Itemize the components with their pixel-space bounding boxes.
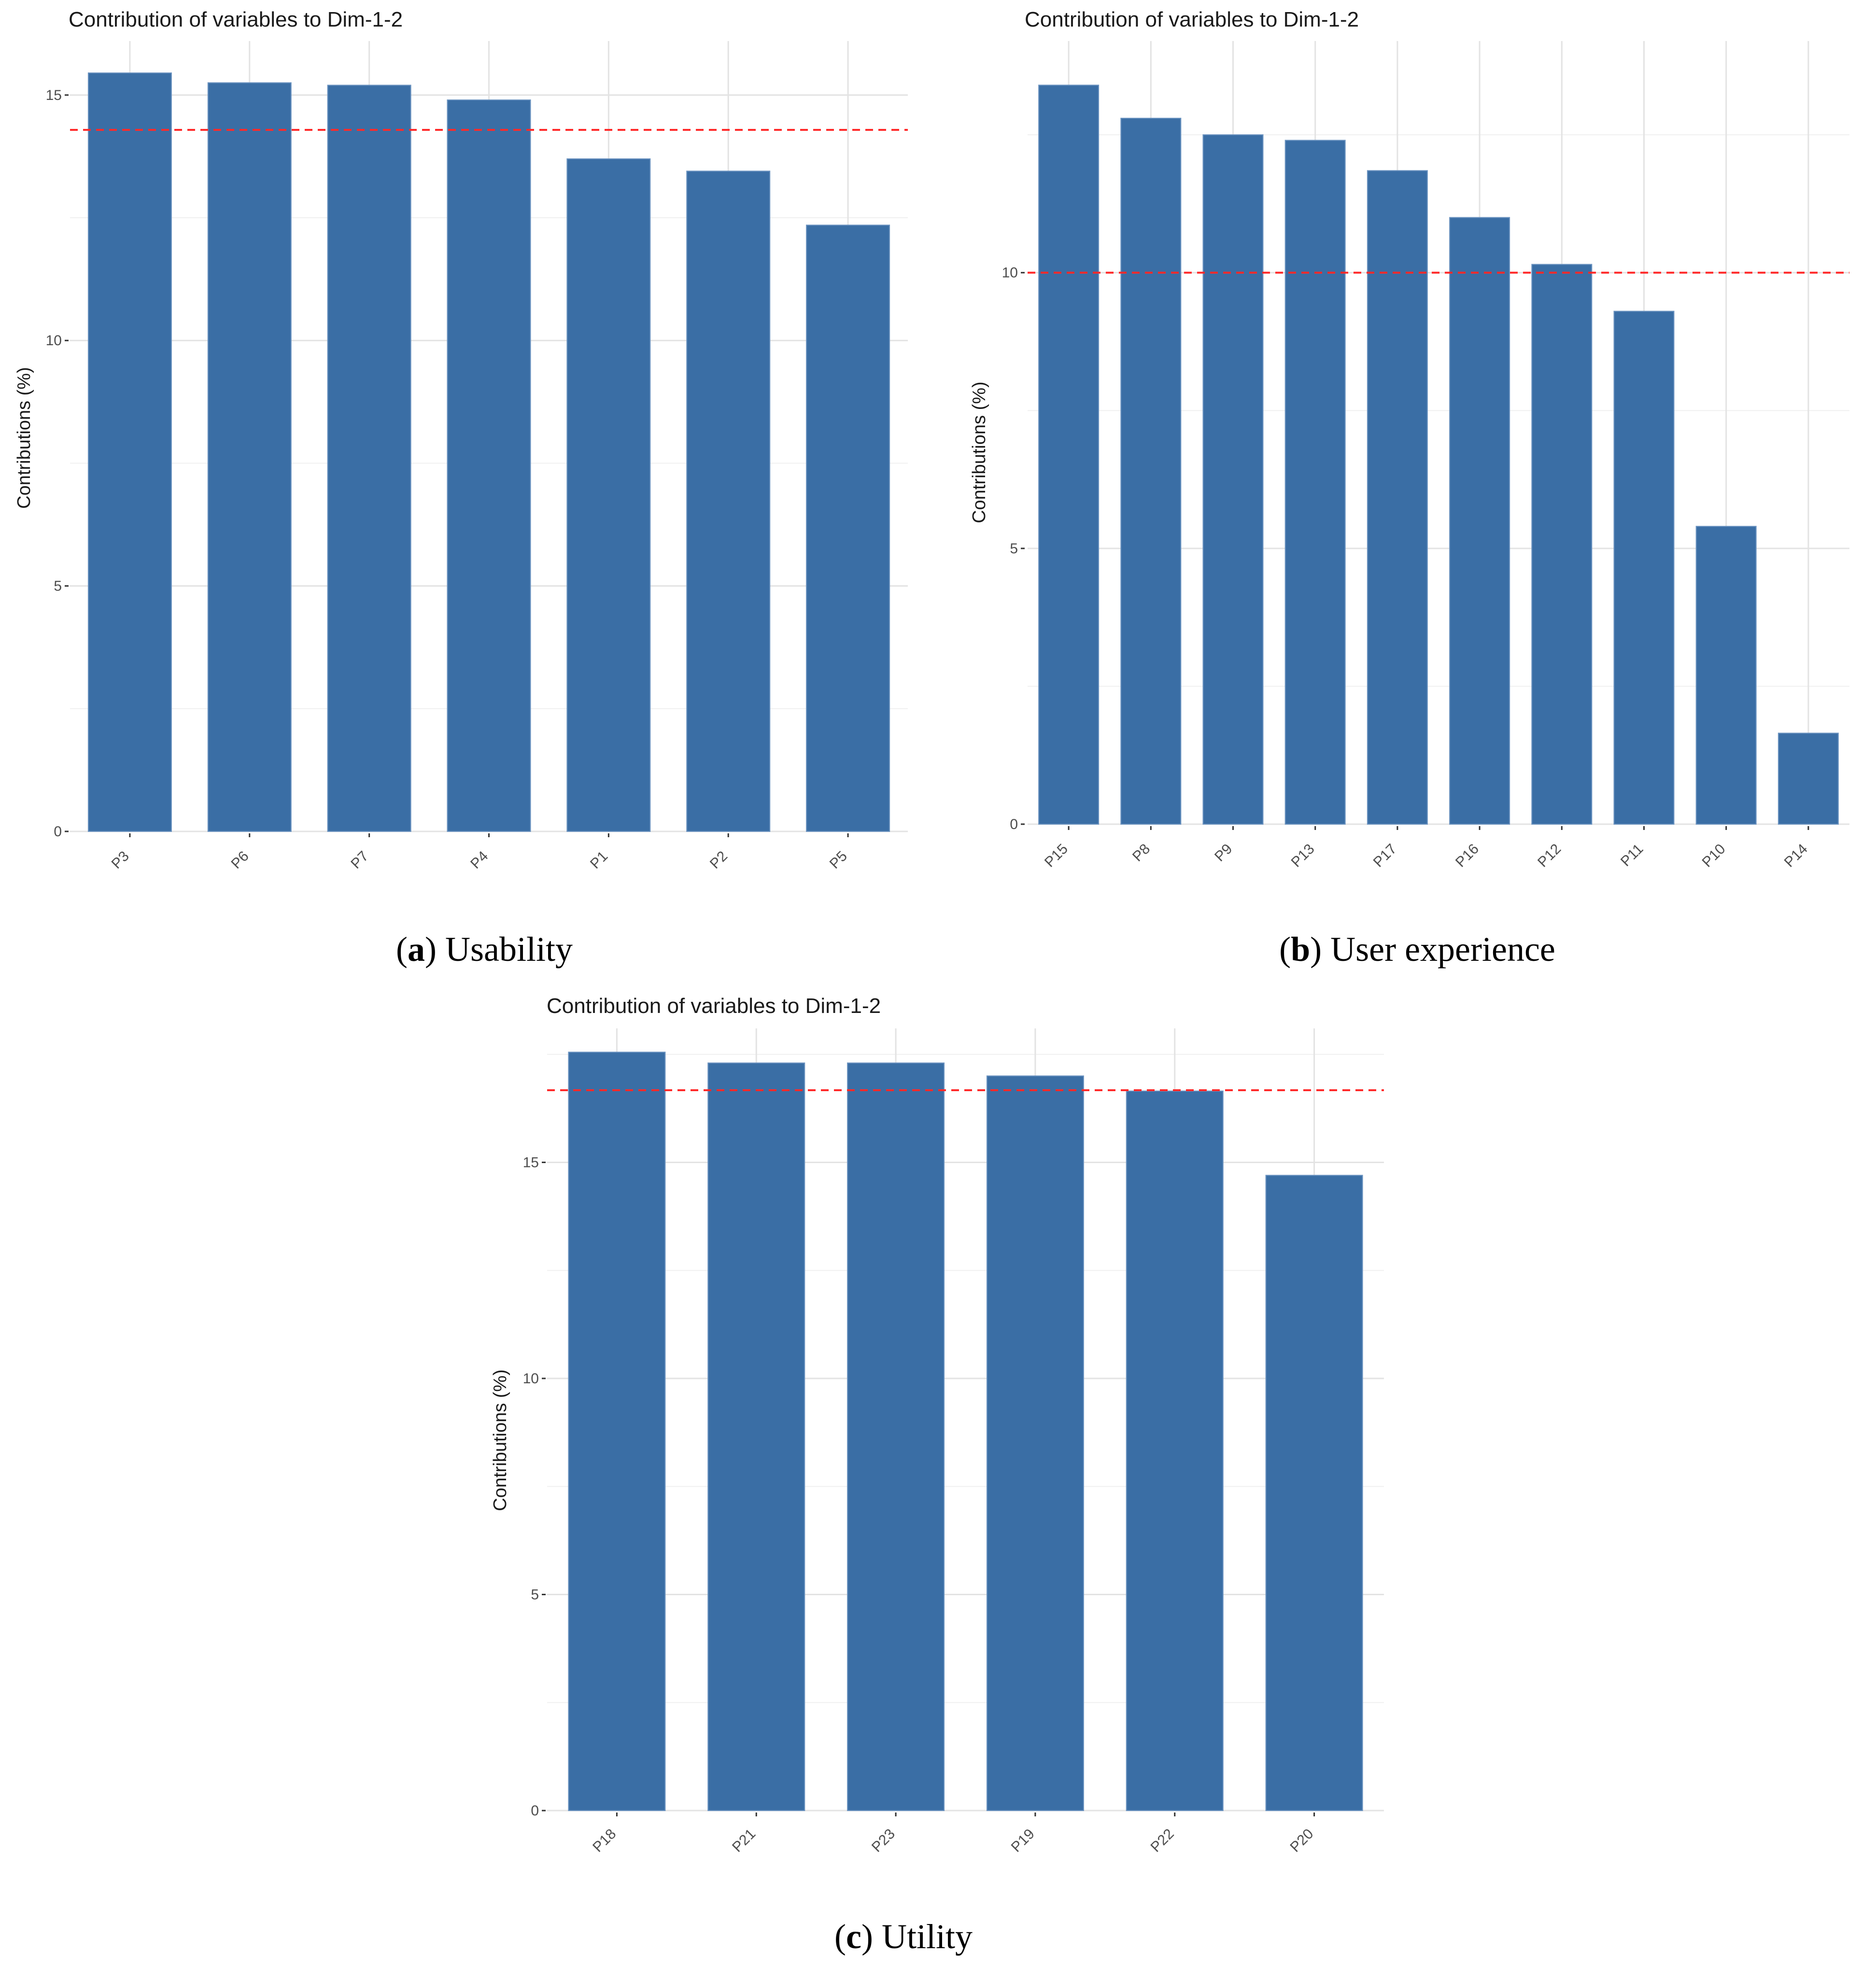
- caption-b: (b) User experience: [1279, 930, 1555, 969]
- bar-p2: [686, 170, 771, 832]
- y-tick-label: 10: [46, 333, 62, 349]
- chart-user-experience: Contribution of variables to Dim-1-2 0 5 1…: [969, 8, 1849, 969]
- y-axis-label: Contributions (%): [490, 1369, 510, 1511]
- x-tick-label: P3: [109, 848, 132, 872]
- caption-c: (c) Utility: [834, 1917, 973, 1956]
- x-tick-label: P1: [587, 848, 611, 872]
- chart-title: Contribution of variables to Dim-1-2: [1025, 8, 1359, 31]
- x-tick-label: P21: [729, 1826, 759, 1855]
- bar-p5: [806, 225, 890, 832]
- chart-title: Contribution of variables to Dim-1-2: [69, 8, 403, 31]
- y-tick-label: 15: [46, 87, 62, 103]
- x-tick-label: P17: [1370, 841, 1400, 871]
- bar-p21: [707, 1062, 805, 1812]
- x-axis: P18 P21 P23 P19 P22 P20: [590, 1812, 1317, 1855]
- y-axis: 0 5 10 15: [523, 1154, 546, 1819]
- bar-p23: [847, 1062, 945, 1812]
- bar-p13: [1284, 140, 1346, 825]
- x-tick-label: P10: [1699, 841, 1729, 871]
- y-tick-label: 0: [1010, 816, 1018, 832]
- x-tick-label: P22: [1148, 1826, 1177, 1855]
- x-tick-label: P18: [590, 1826, 619, 1855]
- y-axis: 0 5 10: [1002, 265, 1025, 832]
- bar-p4: [447, 99, 531, 832]
- x-tick-label: P4: [467, 848, 491, 872]
- bar-p9: [1202, 134, 1264, 825]
- x-tick-label: P23: [869, 1826, 898, 1855]
- x-tick-label: P8: [1129, 841, 1153, 865]
- y-tick-label: 0: [54, 824, 62, 840]
- x-tick-label: P14: [1781, 841, 1811, 871]
- bars: [1038, 84, 1839, 825]
- x-tick-label: P6: [228, 848, 252, 872]
- y-tick-label: 0: [531, 1803, 539, 1819]
- bar-p11: [1613, 310, 1675, 825]
- bar-p12: [1531, 264, 1593, 825]
- caption-letter: c: [846, 1917, 861, 1956]
- caption-text: User experience: [1330, 930, 1555, 969]
- chart-utility: Contribution of variables to Dim-1-2 0 5 1…: [490, 994, 1384, 1956]
- y-axis-label: Contributions (%): [969, 381, 989, 523]
- x-tick-label: P9: [1212, 841, 1235, 865]
- y-tick-label: 15: [523, 1154, 539, 1170]
- bar-p14: [1777, 732, 1839, 825]
- y-axis: 0 5 10 15: [46, 87, 69, 840]
- bar-p18: [568, 1052, 666, 1811]
- caption-text: Usability: [445, 930, 573, 969]
- y-tick-label: 5: [1010, 541, 1018, 557]
- bar-p10: [1695, 526, 1757, 825]
- y-axis-label: Contributions (%): [14, 367, 34, 509]
- bar-p20: [1265, 1175, 1363, 1811]
- bar-p17: [1367, 170, 1428, 825]
- x-tick-label: P12: [1535, 841, 1564, 871]
- x-tick-label: P13: [1288, 841, 1318, 871]
- bar-p1: [566, 158, 651, 832]
- bar-p8: [1120, 117, 1182, 825]
- x-axis: P15 P8 P9 P13 P17 P16 P12 P11 P10 P14: [1042, 826, 1811, 871]
- bar-p19: [986, 1075, 1084, 1812]
- bars: [568, 1052, 1363, 1812]
- x-tick-label: P7: [348, 848, 371, 872]
- x-tick-label: P16: [1453, 841, 1482, 871]
- x-tick-label: P19: [1008, 1826, 1038, 1855]
- bar-p15: [1038, 84, 1100, 825]
- caption-text: Utility: [882, 1917, 973, 1956]
- x-axis: P3 P6 P7 P4 P1 P2 P5: [109, 833, 850, 872]
- caption-letter: a: [408, 930, 425, 969]
- bar-p16: [1449, 217, 1510, 825]
- grid: [547, 1028, 1384, 1812]
- y-tick-label: 10: [1002, 265, 1018, 281]
- chart-title: Contribution of variables to Dim-1-2: [547, 994, 881, 1018]
- chart-usability: Contribution of variables to Dim-1-2 0 5 1…: [14, 8, 908, 969]
- y-tick-label: 5: [54, 578, 62, 594]
- bars: [87, 72, 890, 832]
- x-tick-label: P20: [1287, 1826, 1316, 1855]
- bar-p6: [207, 82, 292, 832]
- caption-a: (a) Usability: [396, 930, 573, 969]
- bar-p7: [327, 84, 411, 832]
- caption-letter: b: [1291, 930, 1310, 969]
- x-tick-label: P2: [707, 848, 731, 872]
- y-tick-label: 5: [531, 1587, 539, 1602]
- bar-p22: [1126, 1090, 1224, 1811]
- x-tick-label: P11: [1618, 841, 1647, 870]
- y-tick-label: 10: [523, 1371, 539, 1387]
- x-tick-label: P15: [1042, 841, 1071, 871]
- bar-p3: [87, 72, 172, 832]
- x-tick-label: P5: [827, 848, 850, 872]
